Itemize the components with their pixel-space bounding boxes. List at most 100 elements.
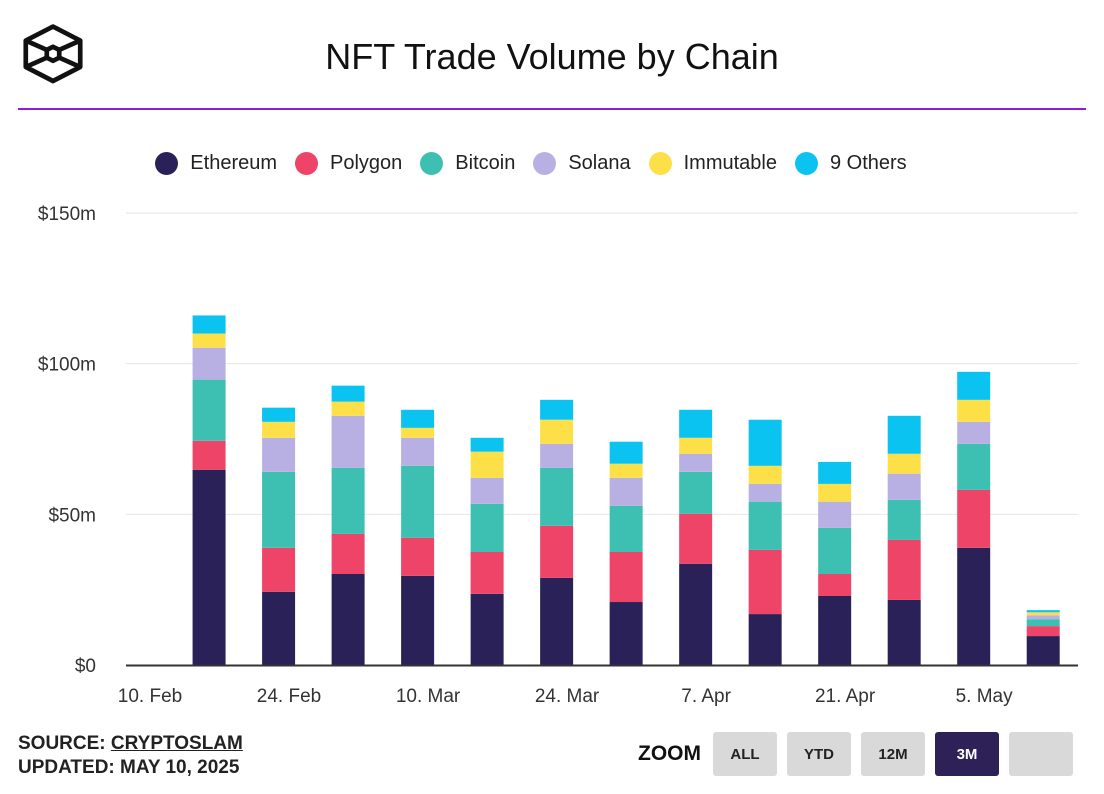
bar-segment-solana <box>679 453 713 472</box>
bar-segment-bitcoin <box>331 467 365 534</box>
bar-segment-bitcoin <box>401 465 435 538</box>
zoom-12m-button[interactable]: 12M <box>861 732 925 776</box>
bar-segment-polygon <box>331 533 365 574</box>
bar-segment-immutable <box>401 427 435 438</box>
bar-segment-9-others <box>262 407 296 422</box>
legend-marker-icon <box>794 152 818 175</box>
y-tick-label: $100m <box>38 355 96 376</box>
bar-segment-polygon <box>192 440 226 470</box>
bar-segment-9-others <box>679 409 713 438</box>
source-label: SOURCE: <box>18 733 106 754</box>
zoom-label: ZOOM <box>638 742 701 765</box>
bar-segment-9-others <box>609 441 643 464</box>
bar-segment-bitcoin <box>540 467 574 526</box>
bar-segment-bitcoin <box>262 471 296 548</box>
bar-segment-ethereum <box>331 573 365 665</box>
x-tick-label: 5. May <box>956 686 1014 707</box>
bar-segment-bitcoin <box>609 505 643 552</box>
legend-label: Bitcoin <box>455 152 516 174</box>
bar-segment-bitcoin <box>679 471 713 514</box>
bar-segment-ethereum <box>679 563 713 665</box>
bar-segment-solana <box>540 443 574 468</box>
legend-item[interactable]: Bitcoin <box>420 152 515 175</box>
bar-segment-polygon <box>401 537 435 576</box>
bar-segment-immutable <box>748 465 782 484</box>
bar-segment-polygon <box>887 539 921 600</box>
bar-segment-ethereum <box>540 577 574 665</box>
bar-segment-immutable <box>957 399 991 422</box>
bar-segment-polygon <box>262 547 296 592</box>
y-tick-label: $50m <box>48 505 96 526</box>
bar-segment-solana <box>609 477 643 506</box>
legend: Ethereum Polygon Bitcoin Solana Immutable 9 O… <box>0 152 1104 175</box>
bar-segment-polygon <box>679 513 713 564</box>
bar-segment-polygon <box>470 552 504 594</box>
bar-segment-ethereum <box>748 614 782 665</box>
legend-marker-icon <box>295 152 319 175</box>
bar-segment-bitcoin <box>748 501 782 550</box>
bar-segment-bitcoin <box>192 379 226 441</box>
x-tick-label: 10. Feb <box>118 686 182 707</box>
bar-segment-9-others <box>470 437 504 452</box>
zoom-all-button[interactable]: ALL <box>713 732 777 776</box>
legend-marker-icon <box>648 152 672 175</box>
zoom-ytd-button[interactable]: YTD <box>787 732 851 776</box>
bar-segment-9-others <box>748 419 782 466</box>
x-tick-label: 10. Mar <box>396 686 461 707</box>
legend-label: Ethereum <box>190 152 278 174</box>
y-tick-label: $0 <box>75 656 96 677</box>
bar-segment-immutable <box>1026 612 1060 616</box>
bar-segment-9-others <box>1026 610 1060 613</box>
bar-segment-polygon <box>957 489 991 548</box>
bar-segment-9-others <box>957 371 991 400</box>
bar-segment-bitcoin <box>1026 619 1060 627</box>
bar-segment-polygon <box>1026 626 1060 637</box>
legend-item[interactable]: 9 Others <box>794 152 907 175</box>
bar-segment-solana <box>1026 615 1060 620</box>
legend-marker-icon <box>533 152 557 175</box>
chart-title: NFT Trade Volume by Chain <box>325 36 779 77</box>
bar-segment-solana <box>192 347 226 380</box>
legend-label: Immutable <box>683 152 777 174</box>
legend-label: Polygon <box>330 152 403 174</box>
bar-segment-polygon <box>748 549 782 615</box>
bar-segment-polygon <box>540 525 574 578</box>
zoom-3m-button[interactable]: 3M <box>935 732 999 776</box>
zoom-controls: ZOOM ALL YTD 12M 3M <box>638 732 1073 776</box>
bar-segment-immutable <box>262 421 296 438</box>
x-tick-label: 7. Apr <box>681 686 731 707</box>
bar-segment-polygon <box>609 552 643 603</box>
bar-segment-ethereum <box>401 575 435 665</box>
bar-segment-ethereum <box>887 599 921 665</box>
bar-segment-immutable <box>192 333 226 348</box>
bar-segment-9-others <box>818 461 852 484</box>
bar-segment-9-others <box>887 415 921 454</box>
legend-item[interactable]: Immutable <box>648 152 777 175</box>
bar-segment-9-others <box>540 399 574 420</box>
bar-segment-bitcoin <box>470 503 504 552</box>
bar-segment-immutable <box>887 453 921 474</box>
legend-item[interactable]: Solana <box>533 152 631 175</box>
legend-item[interactable]: Polygon <box>295 152 402 175</box>
bar-segment-9-others <box>401 409 435 428</box>
bar-segment-immutable <box>679 437 713 454</box>
y-tick-label: $150m <box>38 204 96 225</box>
cube-logo-icon <box>23 24 83 84</box>
bar-segment-ethereum <box>192 469 226 665</box>
zoom-extra-button[interactable] <box>1009 732 1073 776</box>
bar-segment-ethereum <box>609 602 643 665</box>
legend-item[interactable]: Ethereum <box>155 152 277 175</box>
x-tick-label: 24. Mar <box>535 686 600 707</box>
x-tick-label: 24. Feb <box>257 686 321 707</box>
source-link[interactable]: CRYPTOSLAM <box>110 733 243 754</box>
bar-segment-immutable <box>470 451 504 478</box>
bar-segment-bitcoin <box>887 499 921 540</box>
bar-segment-ethereum <box>1026 636 1060 665</box>
bar-segment-solana <box>401 437 435 466</box>
legend-label: 9 Others <box>829 152 907 174</box>
bar-segment-ethereum <box>818 595 852 665</box>
updated-date: UPDATED: MAY 10, 2025 <box>18 757 240 778</box>
bar-segment-solana <box>470 477 504 504</box>
bar-segment-polygon <box>818 573 852 596</box>
